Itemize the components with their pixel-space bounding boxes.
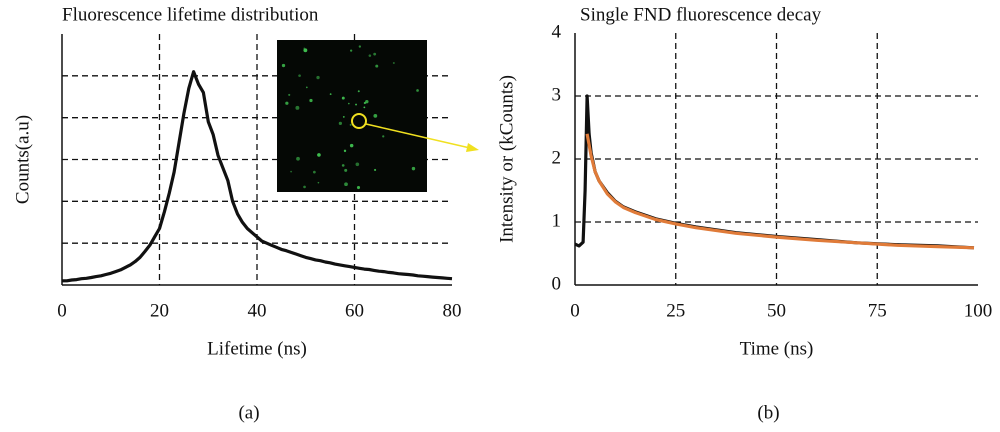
inset-dot [309,98,313,103]
inset-dot [316,75,320,80]
caption: (b) [757,402,779,423]
y-tick-label: 2 [552,147,562,168]
inset-dot [349,143,354,148]
inset-dot [416,89,419,92]
chart-title: Single FND fluorescence decay [580,4,822,25]
inset-image [277,40,427,192]
inset-dot [305,86,308,89]
inset-dot [356,185,361,190]
x-tick-label: 50 [767,300,786,321]
y-tick-label: 3 [552,84,562,105]
inset-dot [317,153,321,157]
x-tick-label: 80 [443,300,462,321]
inset-dot [382,135,385,138]
x-axis-label: Lifetime (ns) [207,338,307,359]
inset-dot [392,61,395,64]
inset-dot [355,162,360,167]
x-tick-label: 40 [248,300,267,321]
inset-dot [288,93,291,97]
inset-dot [357,90,360,93]
y-axis-label: Counts(a.u) [12,115,33,204]
selected-spot [351,113,367,129]
inset-dot [342,116,345,118]
inset-dot [373,113,378,118]
inset-dot [329,93,332,96]
inset-dot [358,45,362,48]
inset-dot [298,74,301,78]
y-tick-label: 1 [552,210,562,231]
inset-dot [348,102,350,105]
x-axis-label: Time (ns) [740,338,814,359]
arrow-head [466,143,479,152]
y-tick-label: 4 [552,21,562,42]
x-tick-label: 100 [964,300,993,321]
x-tick-label: 75 [868,300,887,321]
inset-dot [295,105,300,110]
inset-dot [290,170,293,173]
inset-dot [411,166,416,171]
inset-dot [363,106,366,109]
inset-dot [374,168,377,172]
x-tick-label: 25 [666,300,685,321]
inset-dot [368,54,372,57]
inset-dot [355,103,357,106]
inset-dot [365,99,369,104]
inset-dot [373,52,377,56]
inset-dot [344,182,348,187]
inset-dot [281,63,286,68]
inset-dot [303,47,306,50]
x-tick-label: 20 [150,300,169,321]
y-axis-label: Intensity or (kCounts) [496,75,517,243]
chart-title: Fluorescence lifetime distribution [62,4,319,25]
caption: (a) [238,402,259,423]
inset-dot [341,164,345,167]
inset-dot [296,156,300,161]
x-tick-label: 60 [345,300,364,321]
x-tick-label: 0 [570,300,580,321]
x-tick-label: 0 [57,300,67,321]
inset-dot [343,149,347,153]
data-line [62,70,453,283]
inset-dot [344,168,348,172]
inset-dot [313,170,316,174]
inset-dot [317,181,320,184]
microscope-inset [277,40,479,192]
inset-dot [375,64,379,68]
inset-dot [303,185,306,189]
data-line [585,133,975,250]
data-line [574,94,975,250]
arrow [365,123,471,149]
y-tick-label: 0 [552,273,562,294]
inset-dot [285,101,289,105]
inset-dot [349,123,352,126]
inset-dot [341,96,345,100]
inset-dot [338,121,342,125]
inset-dot [350,49,353,52]
